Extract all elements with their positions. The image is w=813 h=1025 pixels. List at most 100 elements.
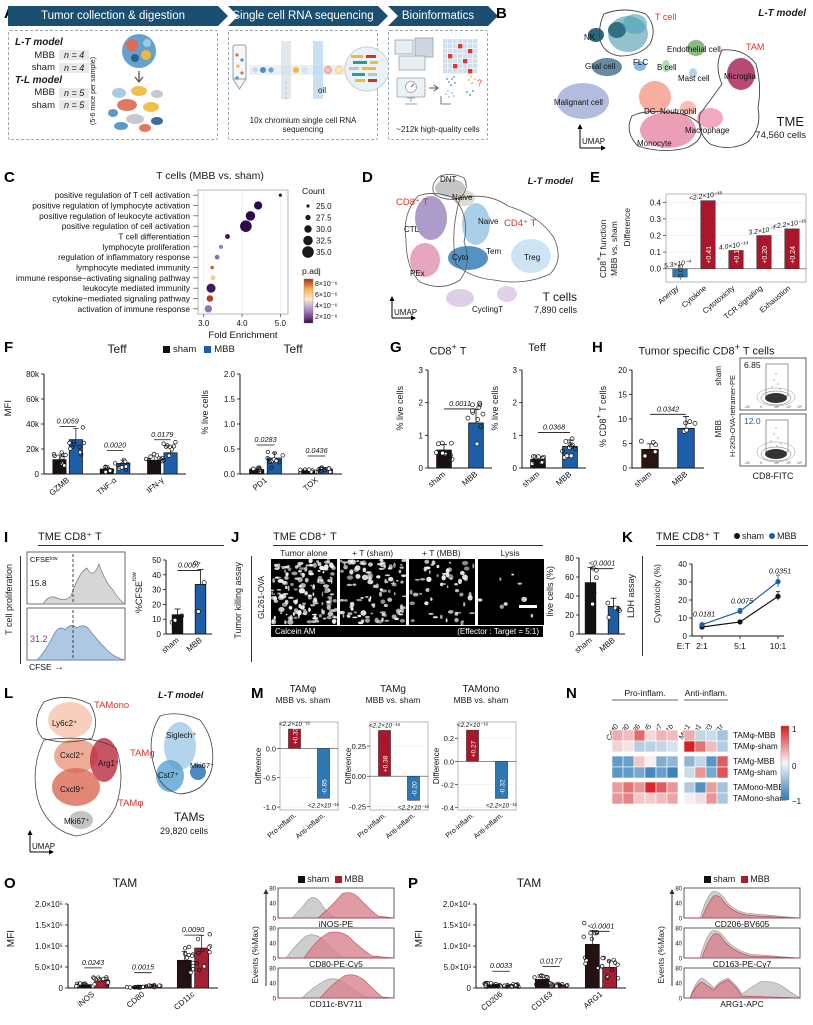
- go-enrichment-dotplot: 3.0 4.0 5.0 Fold Enrichment positive regulat…: [16, 186, 338, 341]
- svg-text:0: 0: [679, 957, 683, 963]
- panelj-row-label: GL261-OVA: [257, 576, 266, 619]
- flow-plots: H-2Kb-OVA-tetramer-PE sham MBB 6.85 -10³…: [712, 357, 812, 481]
- svg-text:IFN-γ: IFN-γ: [145, 476, 166, 495]
- svg-text:Pro-inflam.: Pro-inflam.: [355, 811, 387, 840]
- svg-text:<2.2×10⁻¹⁶: <2.2×10⁻¹⁶: [773, 219, 807, 231]
- cluster-label-tamg: TAMg: [130, 748, 155, 759]
- svg-text:40: 40: [269, 982, 276, 988]
- panelb-model-label: L-T model: [758, 8, 806, 19]
- svg-text:60k: 60k: [26, 395, 40, 404]
- cluster-label-tamono: TAMono: [94, 700, 129, 711]
- svg-text:0.4: 0.4: [650, 198, 662, 207]
- svg-text:?: ?: [477, 78, 482, 88]
- umap-tme-plot: T cell NK Endothelial cell TAM Glial cel…: [554, 9, 764, 151]
- svg-text:−1: −1: [792, 797, 802, 806]
- panel-label-E: E: [590, 169, 601, 186]
- cfse-xaxis-label: CFSE →: [29, 662, 65, 673]
- legend-label-mbb: MBB: [777, 531, 797, 541]
- svg-text:CD80: CD80: [125, 989, 147, 1009]
- svg-text:0.25: 0.25: [352, 742, 366, 751]
- svg-text:Pro-inflam.: Pro-inflam.: [443, 811, 475, 840]
- sequencing-caption: 10x chromium single cell RNA sequencing: [249, 116, 357, 134]
- svg-text:0: 0: [59, 984, 64, 993]
- cluster-label-naive-cd4: Naive: [478, 217, 499, 226]
- svg-text:0.2: 0.2: [650, 232, 662, 241]
- n-badge: n = 4: [59, 50, 90, 60]
- svg-text:4.0×10⁻¹⁴: 4.0×10⁻¹⁴: [719, 241, 750, 252]
- svg-text:6×10⁻⁶: 6×10⁻⁶: [315, 292, 337, 299]
- ldh-cytotoxicity-linechart: 0 10 20 30 40 2:1 5:1 10:1 E:T 0.0181 0.0075 0.0351: [677, 560, 791, 651]
- panelo-ylabel: MFI: [6, 930, 17, 948]
- svg-text:sham: sham: [573, 635, 594, 655]
- panel-o-tam-m1: TAM MFI 0 5.0×10⁴ 1.0×10⁵ 1.5×10⁵ 2.0×10⁵ 0.0…: [0, 872, 405, 1024]
- cluster-label-tamphi: TAMφ: [118, 798, 144, 809]
- svg-text:CD11c: CD11c: [172, 990, 196, 1012]
- mice-per-sample-note: (5-6 mice per sample): [90, 56, 98, 125]
- svg-text:<2.2×10⁻¹⁶: <2.2×10⁻¹⁶: [457, 722, 489, 729]
- svg-text:0.0351: 0.0351: [769, 567, 791, 576]
- svg-text:Pro-inflam.: Pro-inflam.: [624, 688, 665, 698]
- flow-row-label-mbb: MBB: [714, 420, 723, 438]
- panelm-subtitle-3: MBB vs. sham: [453, 695, 509, 705]
- panelj-title-rule: [273, 545, 543, 546]
- svg-text:40: 40: [675, 942, 682, 948]
- cluster-label-nk: NK: [584, 33, 596, 42]
- svg-text:0: 0: [273, 997, 277, 1003]
- panel-label-H: H: [592, 339, 603, 356]
- footer-right: (Effector : Target = 5:1): [457, 627, 539, 636]
- tumor-digestion-illustration: [108, 34, 164, 132]
- svg-text:TAMg-MBB: TAMg-MBB: [733, 757, 775, 766]
- svg-text:<2.2×10⁻¹⁶: <2.2×10⁻¹⁶: [279, 721, 311, 728]
- svg-text:Difference: Difference: [344, 747, 353, 784]
- svg-text:1.0×10⁴: 1.0×10⁴: [443, 942, 472, 951]
- svg-text:80: 80: [269, 887, 276, 893]
- panelf-title-1: Teff: [107, 342, 127, 356]
- svg-text:1: 1: [513, 431, 518, 440]
- paneli-side-rule: [20, 556, 21, 664]
- panelp-title: TAM: [516, 876, 542, 890]
- svg-text:TNF-α: TNF-α: [95, 475, 119, 497]
- svg-text:0.0: 0.0: [266, 744, 276, 753]
- panel-c-go-dotplot: T cells (MBB vs. sham) 3.0 4.0 5.0 Fold Enr…: [0, 168, 360, 341]
- panell-cellcount: 29,820 cells: [160, 826, 209, 836]
- svg-text:MBB: MBB: [554, 470, 573, 488]
- panelk-legend: sham MBB: [734, 531, 797, 541]
- image-caption-4: Lysis: [500, 548, 520, 558]
- svg-text:0.0283: 0.0283: [254, 435, 276, 444]
- panele-ylabel: Difference: [622, 208, 632, 247]
- svg-text:30.0: 30.0: [316, 225, 332, 234]
- svg-text:Difference: Difference: [254, 747, 263, 784]
- svg-text:2:1: 2:1: [696, 641, 708, 651]
- svg-text:0: 0: [679, 997, 683, 1003]
- microscopy-image-lysis: [477, 559, 544, 625]
- legend-label-mbb: MBB: [750, 874, 770, 884]
- umap-tams-plot: TAMono Ly6c2⁺ Cxcl2⁺ Arg1⁺ Cxcl9⁺ Mki67⁺…: [27, 697, 214, 855]
- panele-outer-ylabel: CD8+T function MBB vs. sham: [595, 219, 619, 279]
- workflow-box-sequencing: oil 10x chromium single cell RNA sequenc…: [228, 30, 390, 140]
- panelm-chart-1: TAMφ MBB vs. sham: [260, 684, 346, 705]
- svg-text:2: 2: [419, 399, 424, 408]
- svg-text:0.0090: 0.0090: [182, 925, 204, 934]
- flow-yaxis-label: H-2Kb-OVA-tetramer-PE: [728, 375, 737, 457]
- panel-label-C: C: [4, 169, 15, 186]
- svg-text:0: 0: [419, 464, 424, 473]
- svg-text:CD11c-BV711: CD11c-BV711: [309, 999, 362, 1009]
- svg-text:1.5: 1.5: [224, 395, 236, 404]
- panel-j-killing-assay: TME CD8⁺ T Tumor killing assay GL261-OVA…: [231, 528, 625, 684]
- microscopy-image-t-mbb: [409, 559, 476, 626]
- panelg-title-1: CD8+ T: [429, 342, 467, 358]
- svg-text:0.0: 0.0: [224, 470, 236, 479]
- svg-text:20k: 20k: [26, 445, 40, 454]
- bioinfo-caption: ~212k high-quality cells: [396, 125, 480, 134]
- image-caption-2: + T (sham): [352, 548, 394, 558]
- svg-text:0.0436: 0.0436: [305, 446, 328, 455]
- panelk-title-rule: [656, 545, 808, 546]
- cluster-label-endothelial: Endothelial cell: [667, 45, 721, 54]
- svg-text:20: 20: [152, 600, 161, 609]
- umap-axis-label: UMAP: [582, 137, 605, 146]
- svg-text:5: 5: [623, 440, 628, 449]
- svg-text:4.0: 4.0: [236, 319, 248, 328]
- microscopy-image-tumor-alone: [270, 557, 339, 625]
- panel-l-umap-tams: TAMono Ly6c2⁺ Cxcl2⁺ Arg1⁺ Cxcl9⁺ Mki67⁺…: [8, 684, 248, 856]
- cluster-label-neutrophil: Neutrophil: [660, 107, 697, 116]
